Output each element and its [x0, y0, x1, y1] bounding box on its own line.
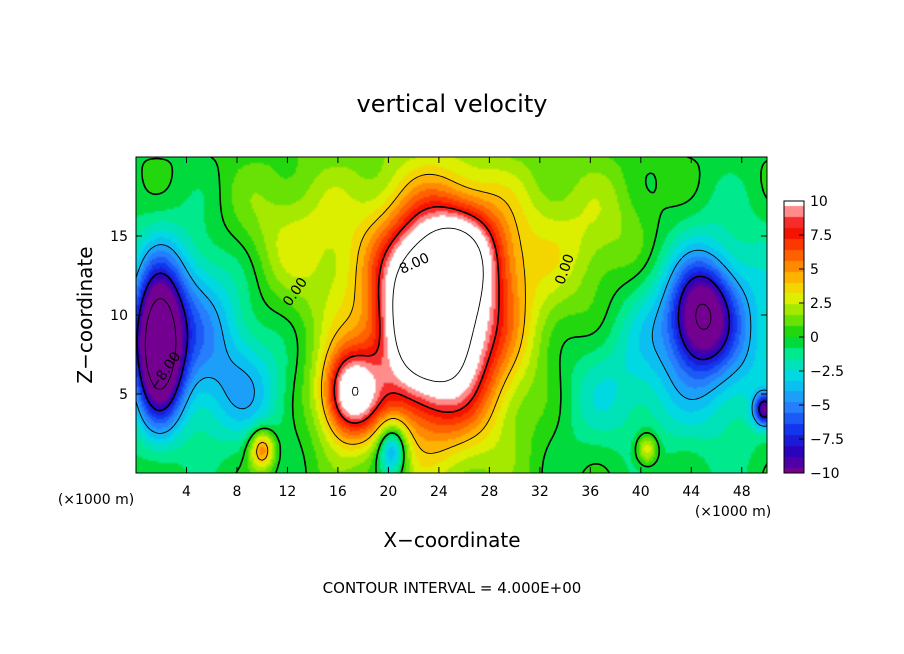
contour-level-neg12	[144, 298, 712, 390]
x-tick-label: 40	[632, 484, 650, 500]
chart-title: vertical velocity	[357, 90, 548, 118]
x-tick-label: 28	[480, 484, 498, 500]
contour-level-neg8	[136, 272, 767, 419]
contour-level-12	[351, 227, 484, 396]
y-axis-ticks: 5 10 15	[110, 229, 767, 403]
x-axis-ticks: 4 8 12 16 20 24 28 32 36 40 44 48	[182, 157, 751, 500]
y-axis-label: Z−coordinate	[73, 246, 97, 383]
contour-lines	[136, 157, 767, 473]
colorbar-tick-label: 7.5	[810, 228, 832, 244]
colorbar-tick-label: −2.5	[810, 364, 844, 380]
x-tick-label: 48	[733, 484, 751, 500]
x-tick-label: 16	[329, 484, 347, 500]
colorbar: 10 7.5 5 2.5 0 −2.5 −5 −7.5 −10	[783, 194, 844, 482]
x-tick-label: 4	[182, 484, 191, 500]
y-tick-label: 10	[110, 308, 128, 324]
x-tick-label: 20	[379, 484, 397, 500]
x-tick-label: 36	[581, 484, 599, 500]
contour-level-8	[333, 206, 500, 424]
contour-level-neg4	[136, 244, 767, 434]
x-tick-label: 12	[279, 484, 297, 500]
heatmap-field	[136, 157, 767, 473]
contour-interval-footer: CONTOUR INTERVAL = 4.000E+00	[323, 579, 582, 597]
colorbar-tick-label: 5	[810, 262, 819, 278]
colorbar-tick-label: −7.5	[810, 432, 844, 448]
colorbar-tick-label: −5	[810, 398, 831, 414]
x-tick-label: 32	[531, 484, 549, 500]
x-tick-label: 8	[232, 484, 241, 500]
y-tick-label: 5	[119, 387, 128, 403]
contour-level-4	[256, 173, 526, 461]
x-unit-right: (×1000 m)	[695, 504, 771, 520]
colorbar-tick-label: 2.5	[810, 296, 832, 312]
x-tick-label: 44	[682, 484, 700, 500]
x-unit-left: (×1000 m)	[58, 492, 134, 508]
colorbar-tick-label: 10	[810, 194, 828, 210]
y-tick-label: 15	[110, 229, 128, 245]
x-tick-label: 24	[430, 484, 448, 500]
x-axis-label: X−coordinate	[383, 528, 520, 552]
colorbar-tick-label: −10	[810, 466, 840, 482]
colorbar-ticks: 10 7.5 5 2.5 0 −2.5 −5 −7.5 −10	[799, 194, 844, 482]
colorbar-tick-label: 0	[810, 330, 819, 346]
heatmap-plot-area: 0.008.00 0.00−8.00	[135, 156, 768, 474]
